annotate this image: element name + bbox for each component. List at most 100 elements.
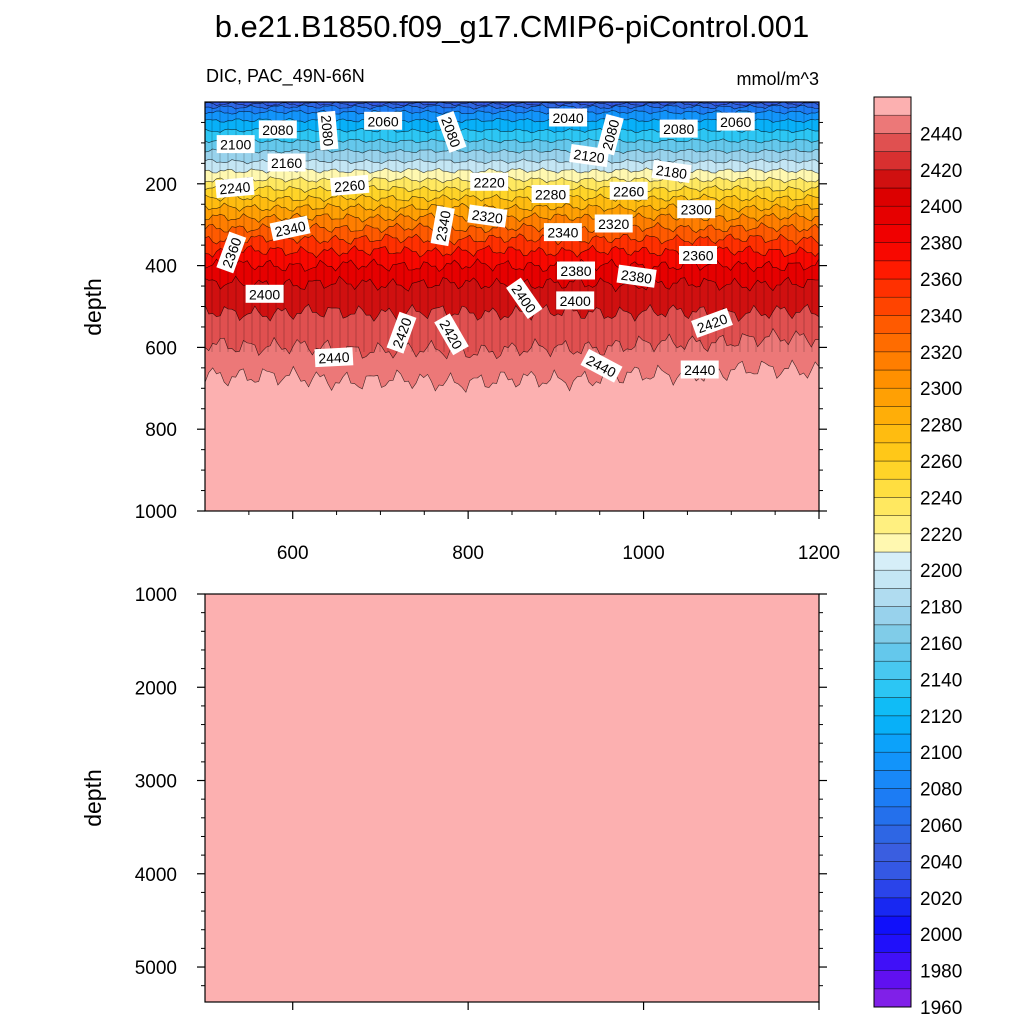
colorbar-segment bbox=[873, 697, 912, 717]
contour-label: 2380 bbox=[616, 264, 657, 288]
colorbar-segment bbox=[873, 133, 912, 152]
colorbar-segment bbox=[873, 424, 912, 444]
y-tick-label: 400 bbox=[145, 257, 177, 278]
contour-line-2080 bbox=[205, 109, 819, 115]
contour-label: 2060 bbox=[716, 112, 755, 131]
lower-fill bbox=[205, 594, 819, 1002]
contour-line-2100 bbox=[205, 117, 819, 124]
colorbar-label: 2320 bbox=[920, 343, 962, 364]
colorbar-label: 2340 bbox=[920, 306, 962, 327]
contour-label: 2040 bbox=[549, 108, 588, 127]
colorbar-label: 2080 bbox=[920, 780, 962, 801]
contour-label: 2340 bbox=[430, 205, 455, 247]
colorbar-segment bbox=[873, 970, 912, 990]
colorbar-label: 2220 bbox=[920, 525, 962, 546]
colorbar-segment bbox=[873, 205, 912, 225]
colorbar-label: 2100 bbox=[920, 743, 962, 764]
contour-label: 2320 bbox=[467, 204, 508, 228]
colorbar-label: 2040 bbox=[920, 852, 962, 873]
colorbar-label: 2440 bbox=[920, 124, 962, 145]
y-tick-label: 5000 bbox=[135, 958, 177, 979]
contour-label-text: 2080 bbox=[262, 122, 293, 138]
contour-line-2120 bbox=[205, 128, 819, 134]
x-tick-label: 1200 bbox=[798, 543, 840, 564]
contour-line-2220 bbox=[205, 176, 819, 184]
contour-label-bg bbox=[436, 110, 467, 153]
y-tick-label: 3000 bbox=[135, 772, 177, 793]
contour-label-text: 2060 bbox=[720, 114, 751, 130]
colorbar-label: 2000 bbox=[920, 925, 962, 946]
y-tick-label: 2000 bbox=[135, 678, 177, 699]
contour-label-text: 2260 bbox=[613, 183, 644, 199]
contour-label: 2440 bbox=[580, 348, 623, 383]
colorbar-label: 2160 bbox=[920, 634, 962, 655]
contour-label-bg bbox=[506, 277, 543, 320]
contour-label-text: 2440 bbox=[684, 362, 715, 378]
contour-label-bg bbox=[245, 284, 284, 303]
contour-label-text: 2380 bbox=[620, 267, 653, 287]
colorbar-segment bbox=[873, 733, 912, 753]
contour-label-text: 2080 bbox=[599, 118, 623, 152]
colorbar-segment bbox=[873, 606, 912, 626]
contour-label-text: 2120 bbox=[573, 146, 606, 166]
colorbar-segment bbox=[873, 569, 912, 589]
contour-label-bg bbox=[434, 313, 469, 356]
colorbar-segment bbox=[873, 952, 912, 971]
contour-label-text: 2220 bbox=[474, 174, 505, 190]
colorbar-segment bbox=[873, 333, 912, 353]
colorbar-segment bbox=[873, 642, 912, 662]
y-tick-label: 1000 bbox=[135, 585, 177, 606]
lower-plot-frame bbox=[204, 593, 820, 1003]
contour-line-2260 bbox=[205, 193, 819, 203]
lower-axes: 1000 2000 3000 4000 5000 bbox=[135, 585, 827, 1010]
contour-line-2040 bbox=[205, 102, 819, 107]
colorbar-segment bbox=[873, 788, 912, 808]
contour-label-text: 2080 bbox=[663, 121, 694, 137]
x-tick-label: 600 bbox=[277, 543, 309, 564]
contour-line-2060 bbox=[205, 104, 819, 110]
contour-label-bg bbox=[716, 112, 755, 131]
contour-label-bg bbox=[556, 291, 595, 310]
colorbar-segment bbox=[873, 351, 912, 371]
contour-label: 2240 bbox=[215, 176, 255, 199]
colorbar-segment bbox=[873, 242, 912, 262]
contour-line-2440 bbox=[205, 327, 819, 360]
contour-label: 2080 bbox=[659, 119, 698, 138]
contour-label-bg bbox=[609, 181, 648, 200]
contour-label: 2280 bbox=[531, 185, 570, 203]
colorbar-segment bbox=[873, 715, 912, 735]
contour-label-bg bbox=[549, 108, 588, 127]
contour-label-text: 2280 bbox=[535, 187, 566, 203]
y-tick-label: 200 bbox=[145, 175, 177, 196]
contour-label-text: 2060 bbox=[368, 113, 399, 129]
contour-label-text: 2440 bbox=[318, 349, 350, 367]
contour-label: 2080 bbox=[596, 114, 624, 156]
contour-label-bg bbox=[258, 120, 297, 139]
contour-label-text: 2080 bbox=[318, 114, 337, 147]
colorbar-label: 2180 bbox=[920, 598, 962, 619]
contour-label-bg bbox=[594, 214, 633, 233]
y-tick-label: 4000 bbox=[135, 865, 177, 886]
colorbar-segment bbox=[873, 387, 912, 407]
colorbar-segment bbox=[873, 551, 912, 571]
colorbar-label: 2200 bbox=[920, 561, 962, 582]
colorbar-label: 2400 bbox=[920, 197, 962, 218]
contour-label-bg bbox=[531, 185, 570, 203]
colorbar-segment bbox=[873, 478, 912, 498]
contour-label-bg bbox=[216, 231, 247, 274]
colorbar-segment bbox=[873, 169, 912, 189]
contour-label: 2260 bbox=[329, 174, 370, 197]
colorbar-segment bbox=[873, 406, 912, 425]
colorbar-label: 1960 bbox=[920, 998, 962, 1019]
colorbar-label: 2260 bbox=[920, 452, 962, 473]
colorbar: 2440 2420 2400 2380 2360 2340 2320 2300 2280 2260… bbox=[873, 96, 962, 1019]
contour-label-text: 2360 bbox=[682, 248, 713, 264]
x-tick-label: 1000 bbox=[622, 543, 664, 564]
contour-line-2340 bbox=[205, 232, 819, 246]
colorbar-segment bbox=[873, 897, 912, 917]
contour-label: 2440 bbox=[314, 347, 354, 368]
contour-label-bg bbox=[470, 172, 509, 191]
